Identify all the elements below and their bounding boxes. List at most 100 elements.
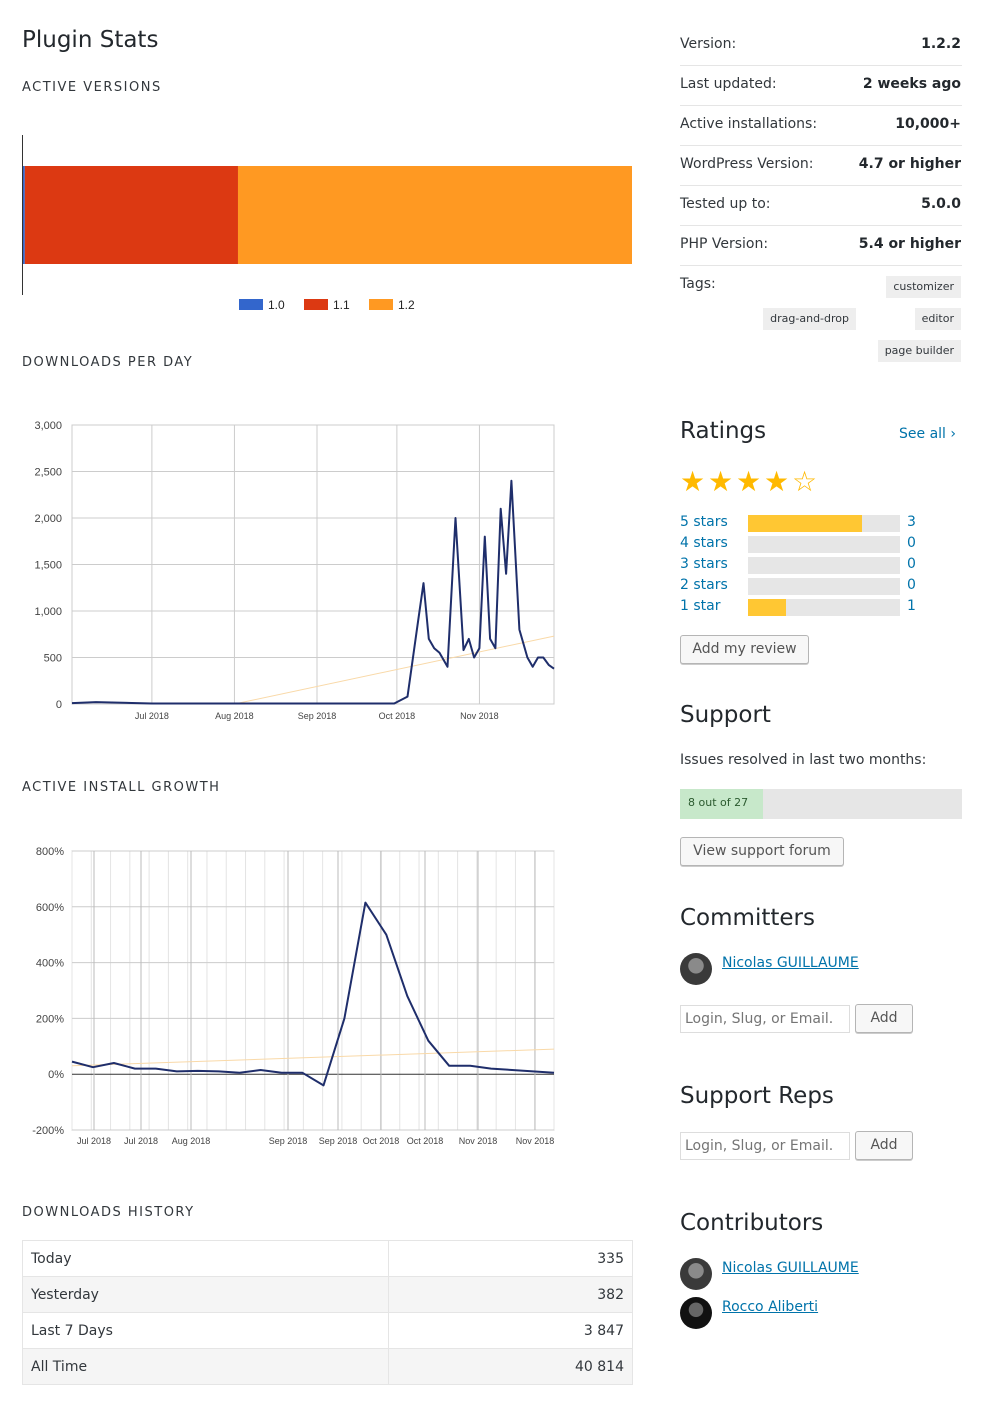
rating-bar-fill xyxy=(748,515,862,532)
x-tick-label: Nov 2018 xyxy=(460,711,499,721)
star-empty-icon: ☆ xyxy=(792,465,818,498)
rating-2-count[interactable]: 0 xyxy=(907,577,916,593)
contributor-link[interactable]: Nicolas GUILLAUME xyxy=(722,1260,859,1276)
rating-4-link[interactable]: 4 stars xyxy=(680,535,728,551)
support-reps-heading: Support Reps xyxy=(680,1083,834,1109)
tags-label: Tags: xyxy=(680,276,716,292)
contributor-link[interactable]: Rocco Aliberti xyxy=(722,1299,819,1315)
rating-3-count[interactable]: 0 xyxy=(907,556,916,572)
meta-value: 10,000+ xyxy=(895,116,961,132)
tag-customizer[interactable]: customizer xyxy=(886,276,961,298)
y-tick-label: -200% xyxy=(32,1125,64,1137)
legend-label: 1.1 xyxy=(333,298,350,312)
history-label: Yesterday xyxy=(22,1276,389,1313)
committer-link[interactable]: Nicolas GUILLAUME xyxy=(722,955,859,971)
issues-resolved-text: Issues resolved in last two months: xyxy=(680,752,927,768)
rating-bar-fill xyxy=(748,599,786,616)
meta-value: 5.4 or higher xyxy=(858,236,961,252)
star-filled-icon: ★ xyxy=(736,465,762,498)
y-tick-label: 800% xyxy=(36,846,64,858)
x-tick-label: Jul 2018 xyxy=(77,1136,111,1146)
rating-2-link[interactable]: 2 stars xyxy=(680,577,728,593)
meta-wordpress-version: WordPress Version: 4.7 or higher xyxy=(680,145,962,186)
rating-5-bar xyxy=(748,515,900,532)
meta-key: Tested up to: xyxy=(680,196,771,212)
x-tick-label: Jul 2018 xyxy=(135,711,169,721)
meta-key: Version: xyxy=(680,36,737,52)
meta-value: 1.2.2 xyxy=(921,36,961,52)
support-heading: Support xyxy=(680,702,771,728)
table-row: All Time 40 814 xyxy=(22,1348,634,1385)
x-tick-label: Sep 2018 xyxy=(298,711,337,721)
ratings-heading: Ratings xyxy=(680,418,767,444)
view-support-forum-button[interactable]: View support forum xyxy=(680,837,844,866)
legend-label: 1.2 xyxy=(398,298,415,312)
rating-1-count[interactable]: 1 xyxy=(907,598,916,614)
history-value: 335 xyxy=(387,1240,634,1277)
history-label: All Time xyxy=(22,1348,389,1385)
avatar xyxy=(680,953,712,985)
add-support-rep-button[interactable]: Add xyxy=(855,1131,913,1160)
series-line xyxy=(71,901,555,1087)
y-tick-label: 2,500 xyxy=(34,467,62,479)
rating-1-link[interactable]: 1 star xyxy=(680,598,721,614)
tag-page-builder[interactable]: page builder xyxy=(877,340,961,362)
active-versions-heading: ACTIVE VERSIONS xyxy=(22,80,162,95)
y-tick-label: 0% xyxy=(48,1069,64,1081)
rating-4-bar xyxy=(748,536,900,553)
rating-5-count[interactable]: 3 xyxy=(907,514,916,530)
downloads-history-table: Today 335 Yesterday 382 Last 7 Days 3 847 A… xyxy=(22,1240,634,1385)
y-tick-label: 3,000 xyxy=(34,420,62,432)
active-install-growth-chart: -200% 0% 200% 400% 600% 800% Jul 2018 Jul 2018 A… xyxy=(32,846,555,1146)
meta-php-version: PHP Version: 5.4 or higher xyxy=(680,225,962,266)
rating-4-count[interactable]: 0 xyxy=(907,535,916,551)
x-tick-label: Nov 2018 xyxy=(459,1136,498,1146)
version-bar-1.0 xyxy=(23,166,25,264)
y-tick-label: 200% xyxy=(36,1013,64,1025)
committers-heading: Committers xyxy=(680,905,815,931)
downloads-history-heading: DOWNLOADS HISTORY xyxy=(22,1205,195,1220)
x-tick-label: Jul 2018 xyxy=(124,1136,158,1146)
star-filled-icon: ★ xyxy=(764,465,790,498)
meta-value: 2 weeks ago xyxy=(862,76,961,92)
see-all-label: See all xyxy=(899,426,946,442)
contributors-heading: Contributors xyxy=(680,1210,824,1236)
y-tick-label: 600% xyxy=(36,902,64,914)
rating-1-bar xyxy=(748,599,900,616)
issues-resolved-bar: 8 out of 27 xyxy=(680,789,962,819)
legend-swatch xyxy=(239,299,263,310)
support-rep-input[interactable] xyxy=(680,1132,850,1160)
y-tick-label: 500 xyxy=(44,653,62,665)
table-row: Last 7 Days 3 847 xyxy=(22,1312,634,1349)
meta-value: 4.7 or higher xyxy=(858,156,961,172)
add-committer-button[interactable]: Add xyxy=(855,1004,913,1033)
legend-swatch xyxy=(304,299,328,310)
table-row: Yesterday 382 xyxy=(22,1276,634,1313)
history-label: Last 7 Days xyxy=(22,1312,389,1349)
history-value: 382 xyxy=(387,1276,634,1313)
meta-value: 5.0.0 xyxy=(921,196,961,212)
meta-key: Last updated: xyxy=(680,76,777,92)
add-review-button[interactable]: Add my review xyxy=(680,635,809,664)
series-line xyxy=(71,1048,555,1067)
meta-version: Version: 1.2.2 xyxy=(680,25,962,66)
avatar xyxy=(680,1258,712,1290)
tag-editor[interactable]: editor xyxy=(914,308,961,330)
y-tick-label: 1,500 xyxy=(34,560,62,572)
rating-3-link[interactable]: 3 stars xyxy=(680,556,728,572)
rating-5-link[interactable]: 5 stars xyxy=(680,514,728,530)
issues-resolved-label: 8 out of 27 xyxy=(688,796,749,809)
avatar xyxy=(680,1297,712,1329)
rating-3-bar xyxy=(748,557,900,574)
star-filled-icon: ★ xyxy=(680,465,706,498)
tag-drag-and-drop[interactable]: drag-and-drop xyxy=(763,308,856,330)
meta-key: PHP Version: xyxy=(680,236,769,252)
see-all-link[interactable]: See all › xyxy=(899,426,956,442)
version-bar-1.1 xyxy=(24,166,238,264)
meta-tested-up-to: Tested up to: 5.0.0 xyxy=(680,185,962,226)
committer-input[interactable] xyxy=(680,1005,850,1033)
issues-resolved-fill xyxy=(680,789,764,819)
x-tick-label: Oct 2018 xyxy=(407,1136,444,1146)
history-value: 40 814 xyxy=(387,1348,634,1385)
plot-area xyxy=(71,850,555,1131)
